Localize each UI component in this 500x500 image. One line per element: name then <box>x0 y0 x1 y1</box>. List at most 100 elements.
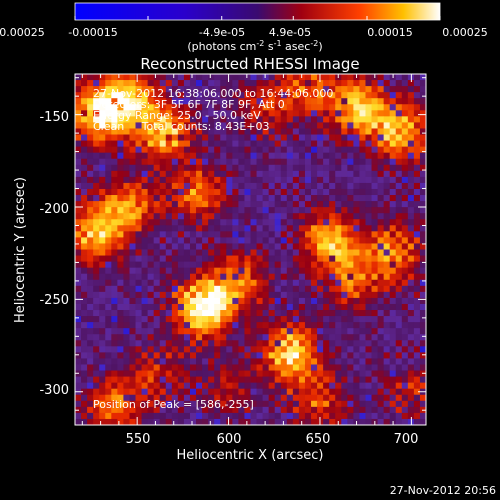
heatmap-cell <box>365 134 372 141</box>
heatmap-cell <box>93 285 100 293</box>
heatmap-cell <box>135 140 142 148</box>
heatmap-cell <box>153 267 161 275</box>
heatmap-cell <box>123 346 130 353</box>
heatmap-cell <box>377 418 385 425</box>
heatmap-cell <box>183 418 191 425</box>
heatmap-cell <box>147 243 155 250</box>
heatmap-cell <box>317 219 324 226</box>
heatmap-cell <box>153 140 161 148</box>
heatmap-cell <box>99 80 106 87</box>
heatmap-cell <box>129 418 136 425</box>
heatmap-cell <box>359 231 366 238</box>
heatmap-cell <box>208 279 215 287</box>
heatmap-cell <box>244 328 251 335</box>
heatmap-cell <box>353 207 360 214</box>
heatmap-cell <box>256 273 263 281</box>
heatmap-cell <box>171 207 179 214</box>
heatmap-cell <box>135 316 142 323</box>
heatmap-cell <box>359 152 366 160</box>
heatmap-cell <box>135 303 142 311</box>
heatmap-cell <box>274 364 282 371</box>
heatmap-cell <box>87 291 94 299</box>
heatmap-cell <box>359 316 366 323</box>
heatmap-cell <box>335 249 342 256</box>
heatmap-cell <box>317 255 324 262</box>
heatmap-cell <box>87 237 94 244</box>
heatmap-cell <box>135 328 142 335</box>
heatmap-cell <box>256 340 263 347</box>
heatmap-cell <box>177 134 185 141</box>
heatmap-cell <box>135 110 142 117</box>
heatmap-cell <box>153 255 161 262</box>
heatmap-cell <box>365 74 372 81</box>
heatmap-cell <box>274 310 282 317</box>
heatmap-cell <box>111 334 118 341</box>
heatmap-cell <box>371 388 378 396</box>
heatmap-cell <box>135 412 142 420</box>
heatmap-cell <box>226 273 233 281</box>
heatmap-cell <box>286 316 294 323</box>
heatmap-cell <box>214 249 221 256</box>
heatmap-cell <box>274 334 282 341</box>
heatmap-cell <box>268 74 276 81</box>
heatmap-cell <box>353 388 360 396</box>
heatmap-cell <box>262 243 270 250</box>
heatmap-cell <box>298 243 306 250</box>
heatmap-cell <box>147 92 155 99</box>
heatmap-cell <box>214 310 221 317</box>
heatmap-cell <box>159 188 167 196</box>
heatmap-cell <box>365 116 372 123</box>
heatmap-cell <box>365 334 372 341</box>
heatmap-cell <box>298 267 306 275</box>
heatmap-cell <box>93 376 100 384</box>
heatmap-cell <box>183 98 191 105</box>
heatmap-cell <box>304 255 312 262</box>
heatmap-cell <box>262 249 270 256</box>
heatmap-cell <box>365 352 372 359</box>
heatmap-cell <box>202 225 209 232</box>
heatmap-cell <box>383 231 391 238</box>
heatmap-cell <box>141 279 149 287</box>
heatmap-cell <box>87 303 94 311</box>
heatmap-cell <box>171 146 179 154</box>
heatmap-cell <box>171 176 179 184</box>
heatmap-cell <box>383 176 391 184</box>
heatmap-cell <box>232 219 239 226</box>
heatmap-cell <box>147 418 155 425</box>
heatmap-cell <box>81 322 88 329</box>
heatmap-cell <box>365 406 372 414</box>
heatmap-cell <box>159 376 167 384</box>
heatmap-cell <box>274 98 282 105</box>
heatmap-cell <box>159 418 167 425</box>
heatmap-cell <box>401 231 409 238</box>
heatmap-cell <box>304 328 312 335</box>
heatmap-cell <box>280 297 288 305</box>
heatmap-cell <box>123 322 130 329</box>
heatmap-cell <box>401 219 409 226</box>
heatmap-cell <box>371 273 378 281</box>
heatmap-cell <box>129 334 136 341</box>
heatmap-cell <box>171 237 179 244</box>
heatmap-cell <box>147 195 155 202</box>
heatmap-cell <box>335 110 342 117</box>
heatmap-cell <box>232 74 239 81</box>
heatmap-cell <box>250 279 257 287</box>
heatmap-cell <box>317 388 324 396</box>
heatmap-cell <box>304 213 312 220</box>
heatmap-cell <box>262 231 270 238</box>
heatmap-cell <box>226 122 233 129</box>
heatmap-cell <box>323 400 330 408</box>
heatmap-cell <box>208 182 215 190</box>
heatmap-cell <box>365 340 372 347</box>
heatmap-cell <box>208 195 215 202</box>
heatmap-cell <box>341 406 348 414</box>
detectors-text: Detectors: 3F 5F 6F 7F 8F 9F, Att 0 <box>93 98 285 111</box>
heatmap-cell <box>298 303 306 311</box>
heatmap-cell <box>395 74 403 81</box>
heatmap-cell <box>311 328 318 335</box>
heatmap-cell <box>274 376 282 384</box>
heatmap-cell <box>87 261 94 269</box>
heatmap-cell <box>171 219 179 226</box>
heatmap-cell <box>111 370 118 377</box>
heatmap-cell <box>419 158 426 166</box>
